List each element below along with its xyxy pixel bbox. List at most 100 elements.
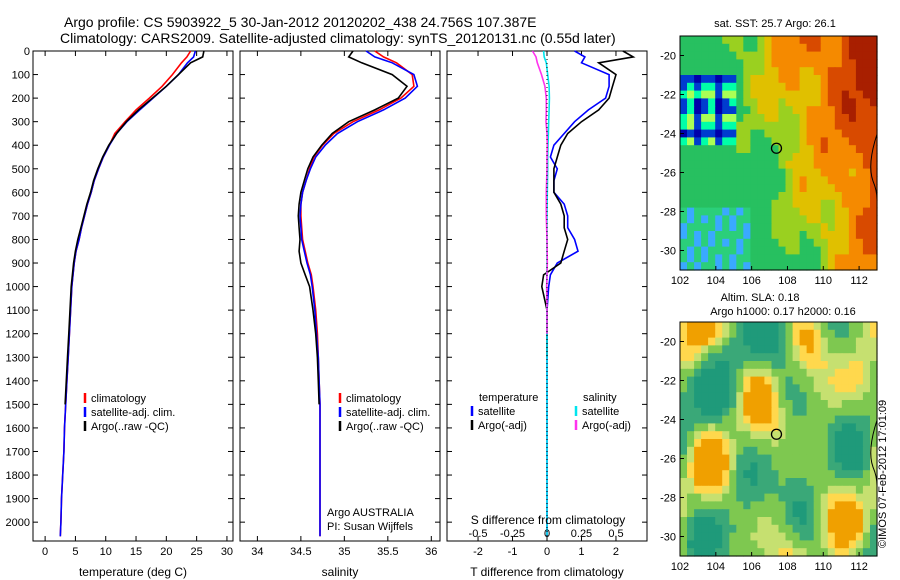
sst_map-cell bbox=[771, 43, 780, 53]
sst_map-cell bbox=[792, 129, 801, 138]
sla_map-cell bbox=[841, 337, 850, 346]
sst_map-cell bbox=[715, 207, 723, 216]
sla_map-cell bbox=[841, 376, 850, 385]
sla_map-cell bbox=[855, 532, 864, 541]
sla_map-cell bbox=[694, 415, 702, 424]
salinity-xtick-label: 34.5 bbox=[290, 546, 311, 558]
sst_map-cell bbox=[841, 231, 850, 240]
sst_map-cell bbox=[701, 82, 709, 92]
sst_map-cell bbox=[778, 246, 787, 255]
sst_map-cell bbox=[694, 238, 702, 248]
sla_map-cell bbox=[750, 392, 758, 401]
sla_map-cell bbox=[736, 532, 744, 541]
sla_map-cell bbox=[729, 524, 737, 534]
sst_map-cell bbox=[680, 59, 688, 68]
sla_map-cell bbox=[722, 540, 730, 549]
sla_map-cell bbox=[778, 384, 787, 393]
sst_map-cell bbox=[870, 215, 878, 224]
sst_map-cell bbox=[862, 231, 871, 240]
sst_map-cell bbox=[799, 192, 808, 201]
sst_map-cell bbox=[806, 254, 815, 263]
sla_map-cell bbox=[750, 517, 758, 526]
sla_map-cell bbox=[722, 532, 730, 541]
sla_map-cell bbox=[806, 400, 815, 409]
sst_map-cell bbox=[750, 43, 758, 53]
sla_map-cell bbox=[743, 322, 751, 331]
sst_map-cell bbox=[771, 231, 780, 240]
sst_map-cell bbox=[743, 67, 751, 76]
sst_map-cell bbox=[729, 121, 737, 131]
sla_map-cell bbox=[771, 407, 780, 417]
sla_map-cell bbox=[827, 407, 836, 417]
sla_map-cell bbox=[806, 345, 815, 354]
sst_map-cell bbox=[813, 176, 822, 185]
sst_map-cell bbox=[799, 59, 808, 68]
temperature-xtick-label: 30 bbox=[221, 546, 233, 558]
sst_map-cell bbox=[764, 121, 772, 131]
sla_map-cell bbox=[848, 329, 857, 339]
sla_map-cell bbox=[862, 478, 871, 487]
sla_map-cell bbox=[736, 376, 744, 385]
sla_map-ytick-label: -28 bbox=[660, 493, 676, 505]
sla_map-cell bbox=[722, 485, 730, 495]
sst_map-cell bbox=[792, 223, 801, 232]
salinity-xtick-label: 35 bbox=[338, 546, 350, 558]
sla_map-cell bbox=[827, 462, 836, 471]
sst_map-cell bbox=[848, 82, 857, 92]
sla_map-cell bbox=[736, 501, 744, 510]
sst_map-cell bbox=[680, 231, 688, 240]
sla_map-cell bbox=[708, 439, 716, 448]
sst_map-cell bbox=[792, 137, 801, 146]
sla_map-cell bbox=[680, 345, 688, 354]
sst_map-cell bbox=[813, 215, 822, 224]
sst_map-ytick-label: -24 bbox=[660, 129, 676, 141]
sla_map-cell bbox=[785, 415, 794, 424]
sla_map-cell bbox=[722, 361, 730, 370]
sst_map-cell bbox=[778, 75, 787, 84]
sla_map-cell bbox=[757, 532, 765, 541]
sst_map-cell bbox=[708, 67, 716, 76]
sla_map-cell bbox=[862, 470, 871, 479]
sst_map-cell bbox=[715, 43, 723, 53]
sla_map-cell bbox=[848, 415, 857, 424]
sst_map-cell bbox=[701, 153, 709, 162]
sla_map-cell bbox=[806, 368, 815, 378]
sst_map-cell bbox=[701, 129, 709, 138]
sla_map-cell bbox=[771, 540, 780, 549]
sla_map-cell bbox=[778, 485, 787, 495]
sst_map-cell bbox=[870, 36, 878, 45]
sst_map-cell bbox=[694, 98, 702, 107]
sla_map-cell bbox=[848, 485, 857, 495]
sla_map-cell bbox=[785, 400, 794, 409]
sla_map-cell bbox=[694, 540, 702, 549]
sla_map-cell bbox=[708, 329, 716, 339]
sst_map-cell bbox=[750, 98, 758, 107]
sla_map-cell bbox=[687, 337, 695, 346]
sst_map-cell bbox=[799, 51, 808, 60]
sst_map-cell bbox=[862, 160, 871, 170]
sla_map-cell bbox=[813, 509, 822, 518]
sla_map-cell bbox=[785, 462, 794, 471]
sla_map-cell bbox=[729, 322, 737, 331]
sst_map-cell bbox=[687, 106, 695, 115]
sla_map-cell bbox=[729, 392, 737, 401]
sst_map-cell bbox=[729, 223, 737, 232]
sla_map-cell bbox=[855, 439, 864, 448]
sla_map-cell bbox=[729, 548, 737, 557]
sla_map-cell bbox=[813, 337, 822, 346]
temperature-xtick-label: 10 bbox=[100, 546, 112, 558]
sst_map-cell bbox=[736, 43, 744, 53]
sst_map-cell bbox=[687, 36, 695, 45]
sla_map-cell bbox=[708, 540, 716, 549]
sst_map-cell bbox=[827, 254, 836, 263]
sst_map-cell bbox=[743, 137, 751, 146]
temperature-ytick-label: 100 bbox=[12, 70, 30, 82]
sla_map-cell bbox=[855, 361, 864, 370]
sla_map-cell bbox=[855, 446, 864, 456]
sla_map-cell bbox=[722, 368, 730, 378]
sla_map-cell bbox=[750, 462, 758, 471]
sla_map-cell bbox=[841, 400, 850, 409]
sst_map-cell bbox=[792, 121, 801, 131]
sst_map-cell bbox=[834, 145, 843, 154]
sla_map-cell bbox=[778, 345, 787, 354]
